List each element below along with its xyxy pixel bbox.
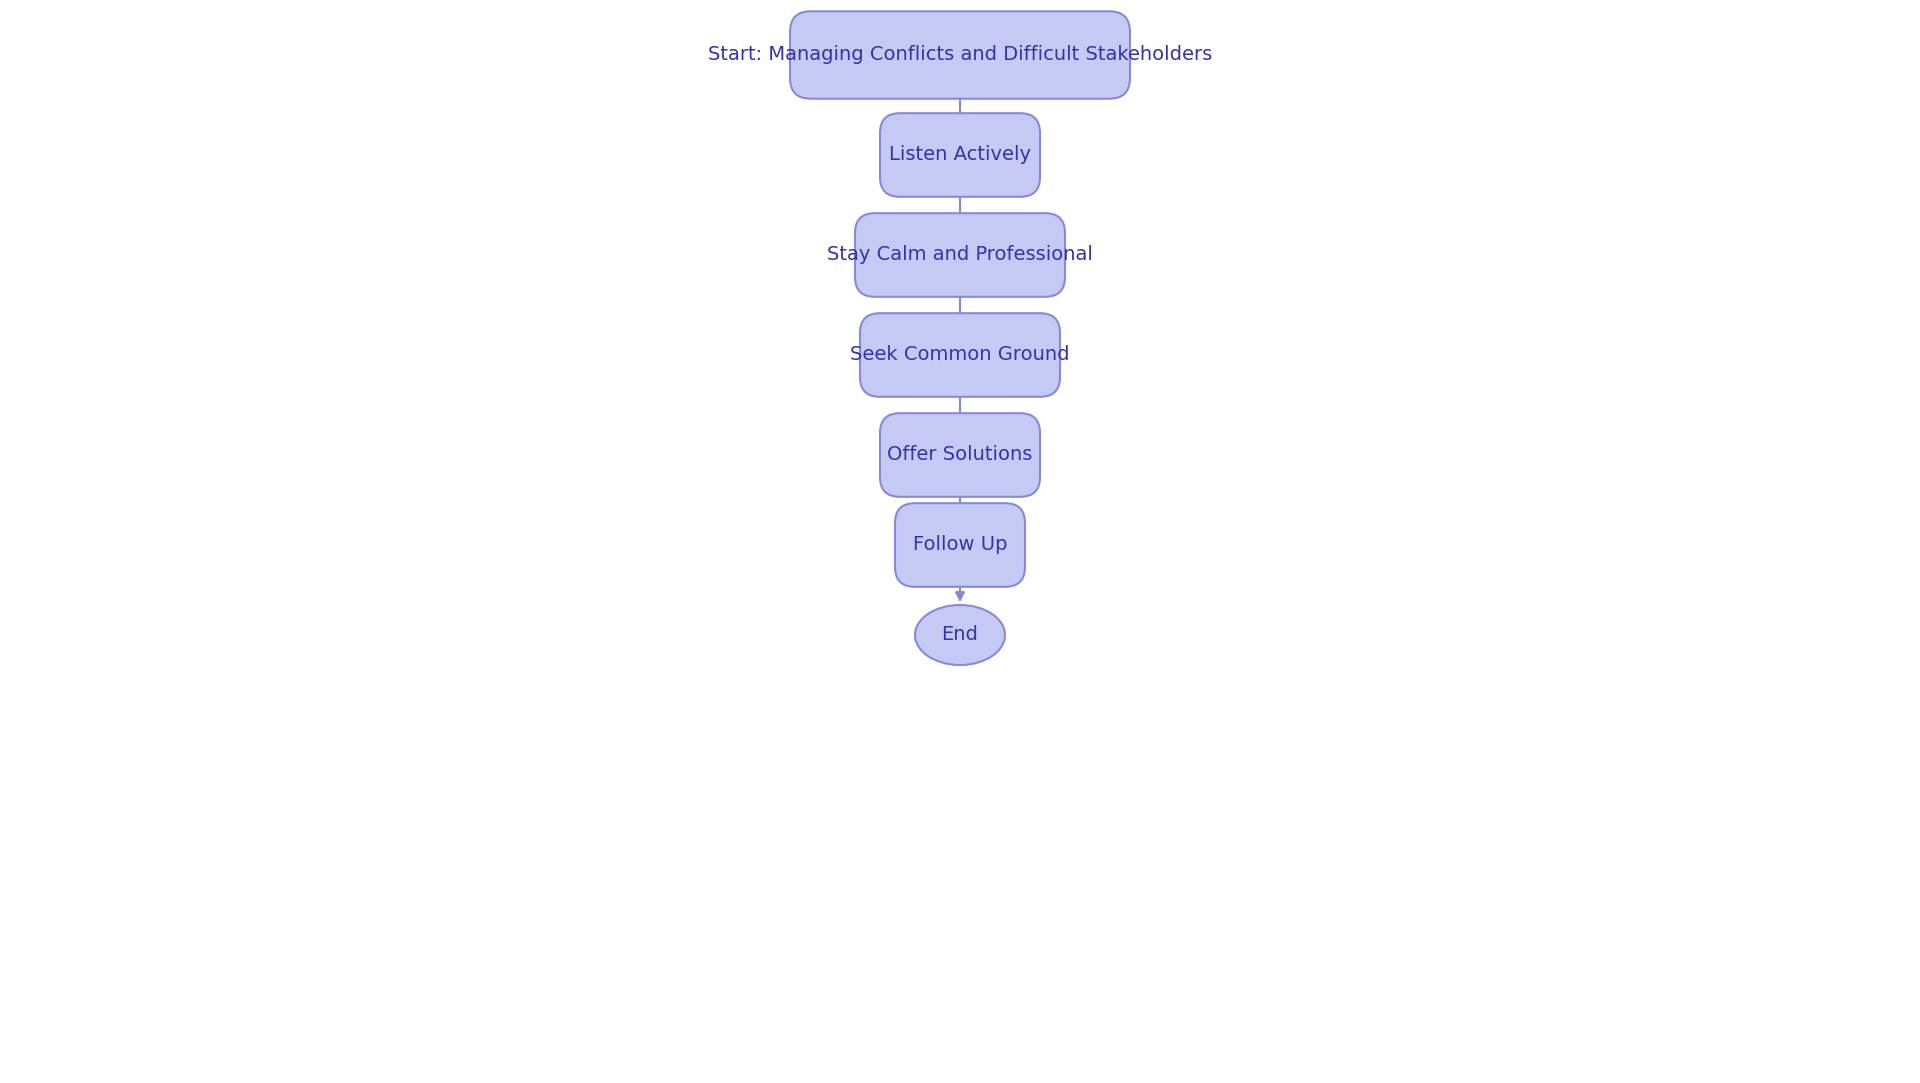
FancyBboxPatch shape: [789, 11, 1131, 99]
FancyBboxPatch shape: [860, 313, 1060, 396]
Text: Start: Managing Conflicts and Difficult Stakeholders: Start: Managing Conflicts and Difficult …: [708, 45, 1212, 65]
FancyBboxPatch shape: [879, 414, 1041, 497]
FancyBboxPatch shape: [879, 114, 1041, 197]
FancyBboxPatch shape: [854, 213, 1066, 297]
Text: Offer Solutions: Offer Solutions: [887, 445, 1033, 465]
Text: Follow Up: Follow Up: [912, 535, 1008, 554]
Text: Listen Actively: Listen Actively: [889, 145, 1031, 165]
Text: Stay Calm and Professional: Stay Calm and Professional: [828, 246, 1092, 264]
Text: Seek Common Ground: Seek Common Ground: [851, 345, 1069, 365]
Text: End: End: [941, 626, 979, 644]
FancyBboxPatch shape: [895, 504, 1025, 587]
Ellipse shape: [916, 605, 1004, 665]
